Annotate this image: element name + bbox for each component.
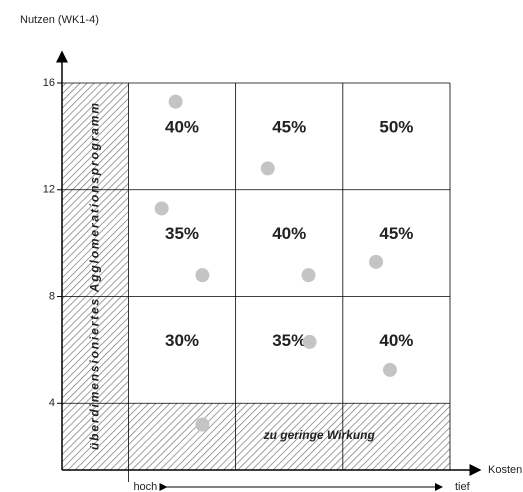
point <box>301 268 316 283</box>
cell-label: 35% <box>272 331 306 350</box>
y-tick-label: 16 <box>43 77 55 89</box>
point <box>382 362 397 377</box>
cell-label: 45% <box>379 224 413 243</box>
hatch-bottom <box>128 403 450 470</box>
point <box>302 334 317 349</box>
point <box>195 268 210 283</box>
y-tick-label: 12 <box>43 184 55 196</box>
cell-label: 45% <box>272 117 306 136</box>
y-axis-label: Nutzen (WK1-4) <box>20 14 99 26</box>
x-high-label: tief <box>455 481 471 492</box>
cell-label: 40% <box>379 331 413 350</box>
y-tick-label: 4 <box>49 397 55 409</box>
cell-label: 40% <box>272 224 306 243</box>
hatch-left-label: überdimensioniertes Agglomerationsprogra… <box>87 103 101 450</box>
point <box>260 161 275 176</box>
y-tick-label: 8 <box>49 290 55 302</box>
cell-label: 30% <box>165 331 199 350</box>
point <box>195 417 210 432</box>
hatch-left <box>62 83 129 470</box>
hatch-bottom-label: zu geringe Wirkung <box>263 428 376 442</box>
point <box>369 254 384 269</box>
cell-label: 40% <box>165 117 199 136</box>
point <box>168 94 183 109</box>
cell-label: 50% <box>379 117 413 136</box>
point <box>154 201 169 216</box>
x-low-label: hoch <box>133 481 157 492</box>
x-axis-label: Kosten <box>488 464 522 476</box>
cell-label: 35% <box>165 224 199 243</box>
